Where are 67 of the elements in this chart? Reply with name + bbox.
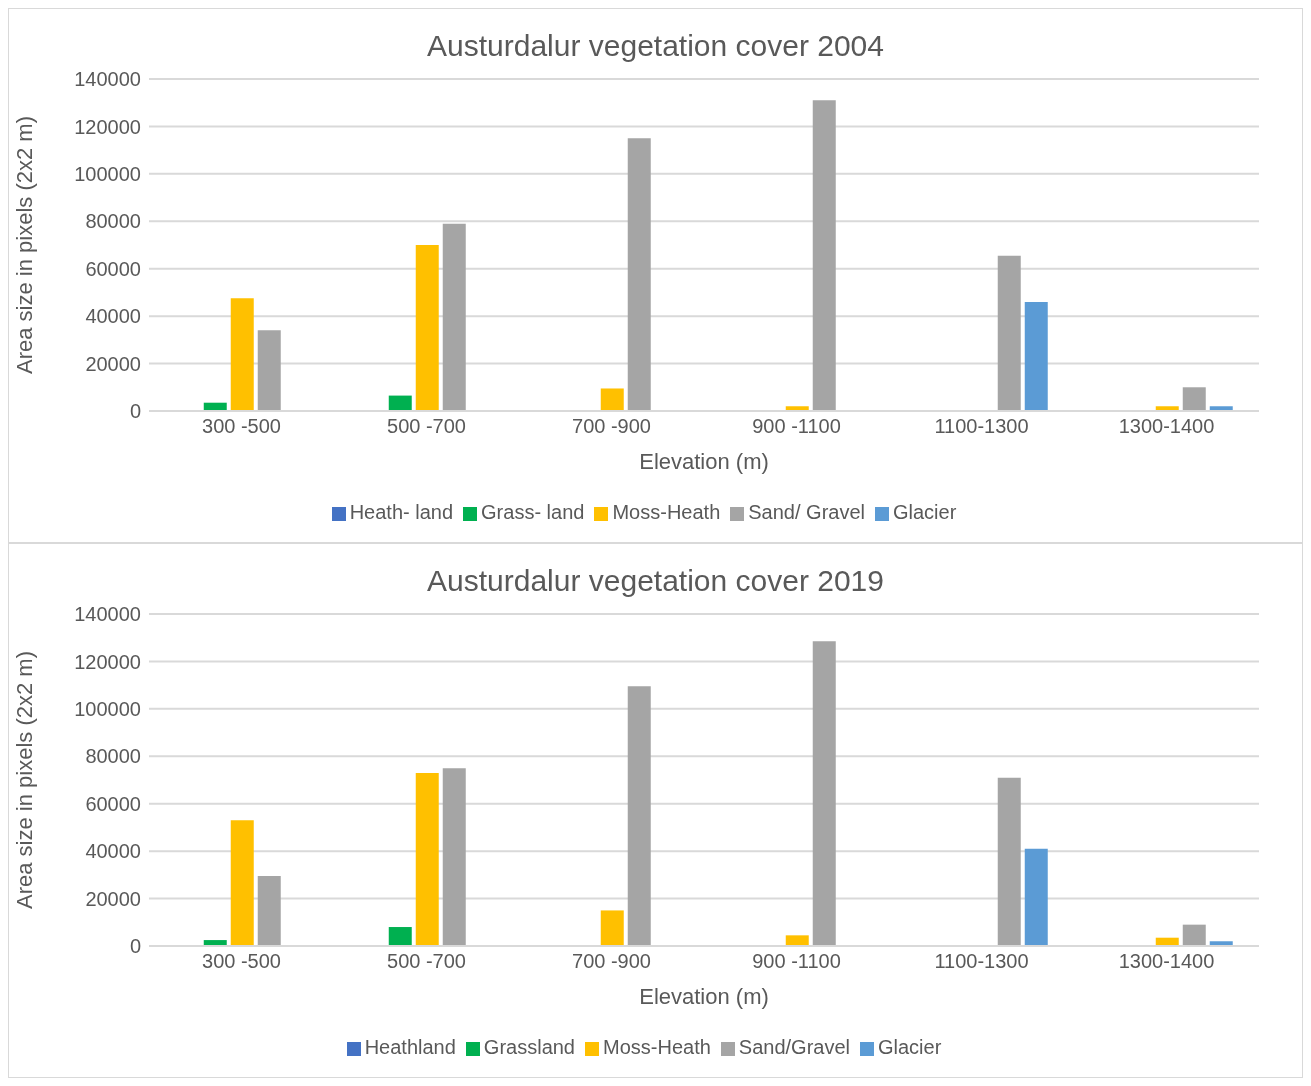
y-tick-label: 0 [129,400,141,423]
y-tick-label: 100000 [74,162,141,185]
legend-label: Glacier [877,1036,942,1058]
legend-label: Sand/Gravel [738,1036,850,1058]
bar [257,330,281,411]
x-tick-label: 1100-1300 [934,950,1029,973]
y-tick-label: 140000 [74,68,141,91]
bar [442,768,466,946]
y-tick-label: 100000 [74,697,141,720]
bar [600,388,624,411]
y-tick-label: 20000 [85,887,141,910]
bar [415,245,439,411]
y-tick-label: 120000 [74,115,141,138]
bar [1024,301,1048,411]
x-tick-label: 700 -900 [572,415,651,438]
legend-label: Moss-Heath [603,1036,711,1058]
bar [600,910,624,946]
bar [388,395,412,411]
y-tick-label: 140000 [74,603,141,626]
bar [1024,848,1048,946]
x-tick-label: 300 -500 [202,950,281,973]
y-tick-label: 120000 [74,650,141,673]
y-axis-title: Area size in pixels (2x2 m) [11,651,37,909]
y-tick-label: 0 [129,935,141,958]
bar [415,772,439,946]
x-tick-label: 1100-1300 [934,415,1029,438]
y-tick-label: 40000 [85,840,141,863]
bar [230,820,254,946]
bar [230,298,254,411]
bar [997,255,1021,411]
legend-label: Heath- land [349,501,454,523]
y-axis-title: Area size in pixels (2x2 m) [11,116,37,374]
bar [257,876,281,946]
x-tick-label: 1300-1400 [1118,415,1215,438]
x-tick-label: 300 -500 [202,415,281,438]
x-tick-label: 900 -1100 [752,415,841,438]
bar [627,686,651,946]
chart-title: Austurdalur vegetation cover 2019 [426,564,885,599]
bar [1182,924,1206,946]
legend-label: Sand/ Gravel [748,501,865,523]
legend-label: Moss-Heath [612,501,721,523]
x-axis-title: Elevation (m) [639,984,769,1009]
legend-label: Heathland [364,1036,456,1058]
y-tick-label: 60000 [85,257,141,280]
y-tick-label: 60000 [85,792,141,815]
bar [1182,387,1206,411]
bar [812,641,836,946]
chart-title: Austurdalur vegetation cover 2004 [426,29,885,64]
x-tick-label: 1300-1400 [1118,950,1215,973]
bar [785,935,809,946]
legend-label: Grassland [483,1036,575,1058]
bar [997,777,1021,946]
x-tick-label: 500 -700 [387,950,466,973]
bar [388,927,412,946]
y-tick-label: 80000 [85,210,141,233]
legend-label: Glacier [892,501,957,523]
bar [627,138,651,411]
bar [442,223,466,411]
bar [812,100,836,411]
y-tick-label: 40000 [85,305,141,328]
x-tick-label: 700 -900 [572,950,651,973]
y-tick-label: 20000 [85,352,141,375]
x-axis-title: Elevation (m) [639,449,769,474]
y-tick-label: 80000 [85,745,141,768]
x-tick-label: 900 -1100 [752,950,841,973]
legend-label: Grass- land [481,501,585,523]
x-tick-label: 500 -700 [387,415,466,438]
